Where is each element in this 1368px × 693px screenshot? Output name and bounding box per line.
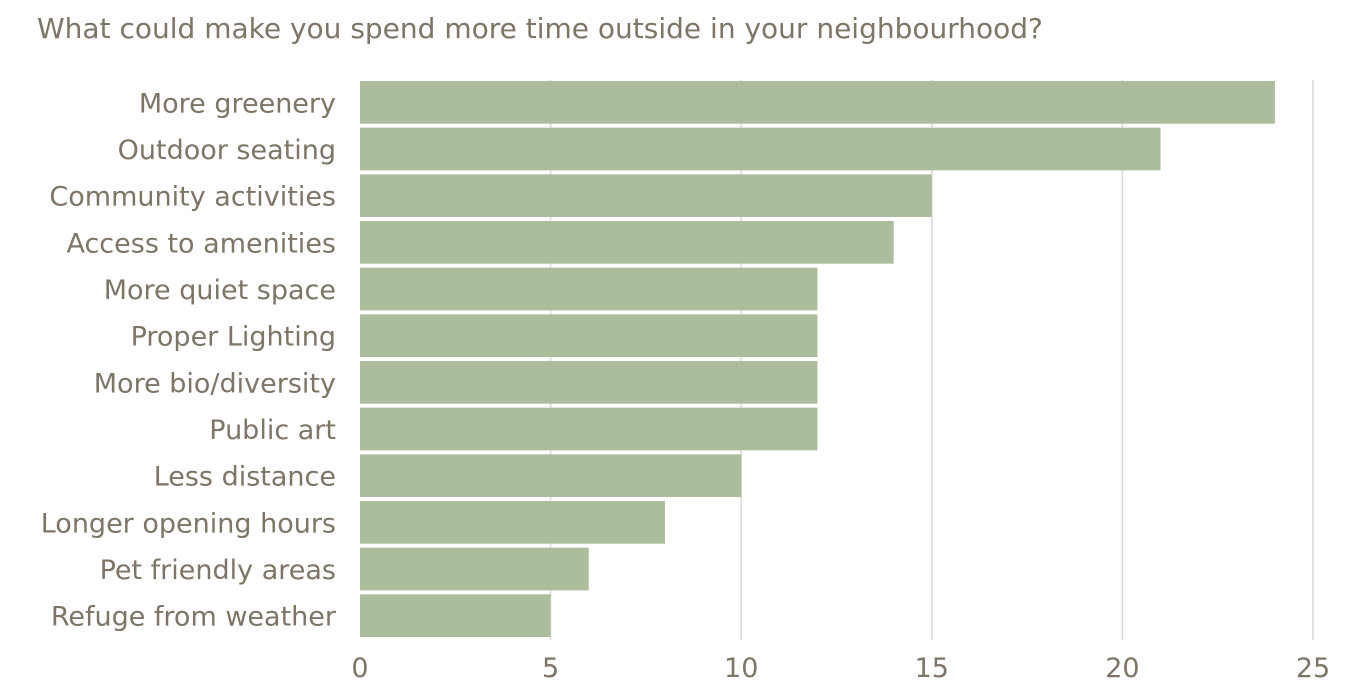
category-label: Longer opening hours xyxy=(41,508,336,539)
x-tick-label: 20 xyxy=(1105,653,1139,684)
x-tick-label: 25 xyxy=(1296,653,1330,684)
category-label: Refuge from weather xyxy=(51,602,337,633)
category-label: Proper Lighting xyxy=(131,322,336,353)
category-label: Less distance xyxy=(154,462,336,493)
bar xyxy=(360,81,1275,124)
category-label: Community activities xyxy=(49,182,336,213)
category-labels: More greenery Outdoor seating Community ac… xyxy=(41,88,337,632)
x-tick-label: 5 xyxy=(542,653,559,684)
bar xyxy=(360,314,818,357)
chart-title: What could make you spend more time outs… xyxy=(37,12,1043,45)
bar xyxy=(360,127,1161,171)
category-label: More greenery xyxy=(139,88,336,119)
bar xyxy=(360,221,894,264)
category-label: More quiet space xyxy=(104,275,336,306)
category-label: Outdoor seating xyxy=(118,135,336,166)
bar xyxy=(360,407,818,451)
bar xyxy=(360,454,742,497)
category-label: Access to amenities xyxy=(66,228,336,259)
x-tick-label: 0 xyxy=(351,653,368,684)
bar xyxy=(360,501,665,544)
bar xyxy=(360,547,589,591)
bars xyxy=(360,81,1275,637)
x-axis-tick-labels: 0 5 10 15 20 25 xyxy=(351,653,1330,684)
grid-lines xyxy=(549,80,1314,640)
category-label: Pet friendly areas xyxy=(100,555,336,586)
category-label: Public art xyxy=(209,415,336,446)
bar xyxy=(360,594,551,637)
bar xyxy=(360,267,818,311)
bar xyxy=(360,174,932,217)
bar xyxy=(360,361,818,404)
x-tick-label: 15 xyxy=(915,653,949,684)
category-label: More bio/diversity xyxy=(94,368,336,399)
x-tick-label: 10 xyxy=(724,653,758,684)
